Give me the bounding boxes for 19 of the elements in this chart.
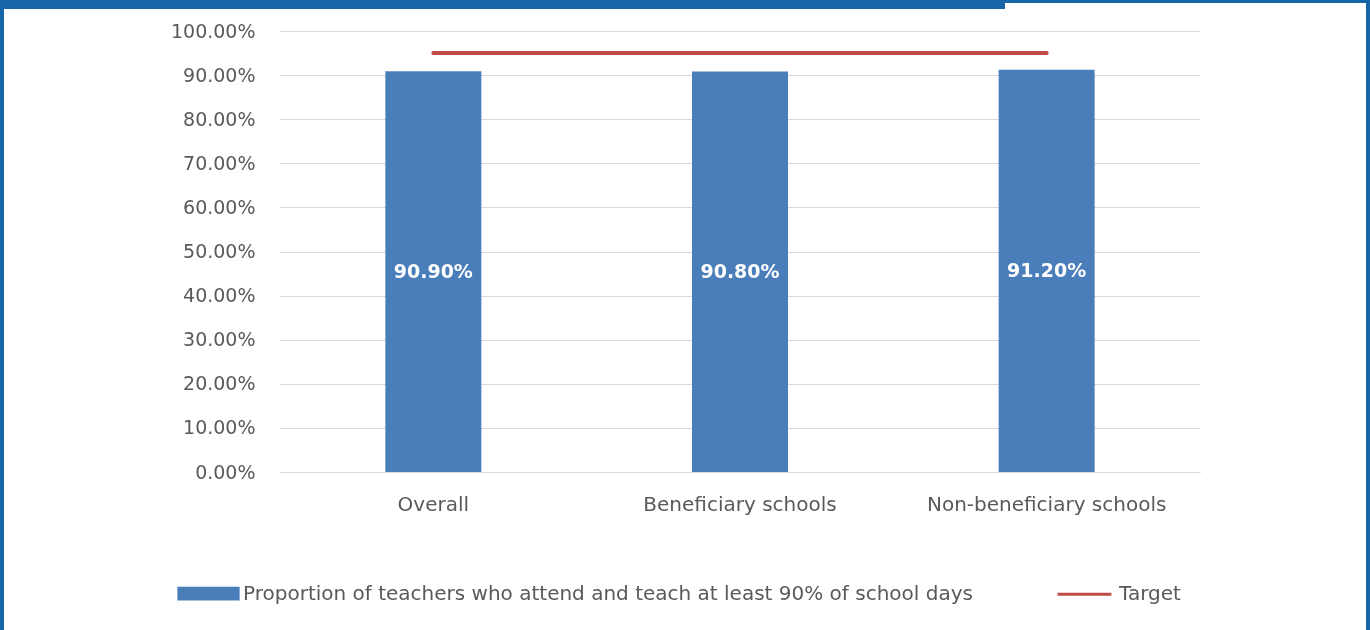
y-tick-label: 80.00% — [183, 107, 256, 130]
y-tick-label: 100.00% — [170, 19, 256, 42]
data-label: 90.90% — [393, 259, 473, 282]
y-tick-label: 10.00% — [183, 416, 256, 439]
x-tick-label: Non-beneficiary schools — [926, 491, 1167, 516]
y-tick-label: 90.00% — [183, 63, 256, 86]
y-tick-label: 50.00% — [183, 240, 256, 262]
y-tick-label: 0.00% — [195, 460, 256, 483]
legend-label: Target — [1118, 581, 1182, 606]
data-label: 91.20% — [1007, 258, 1087, 281]
y-tick-label: 20.00% — [183, 372, 256, 395]
y-tick-label: 70.00% — [183, 151, 256, 174]
y-tick-label: 40.00% — [183, 284, 256, 307]
y-tick-label: 30.00% — [183, 328, 256, 351]
y-tick-label: 60.00% — [183, 195, 256, 218]
x-tick-label: Overall — [397, 491, 470, 516]
legend-label: Proportion of teachers who attend and teach at least 90% of school days — [243, 580, 973, 605]
x-tick-label: Beneficiary schools — [643, 491, 837, 516]
data-label: 90.80% — [700, 259, 780, 282]
